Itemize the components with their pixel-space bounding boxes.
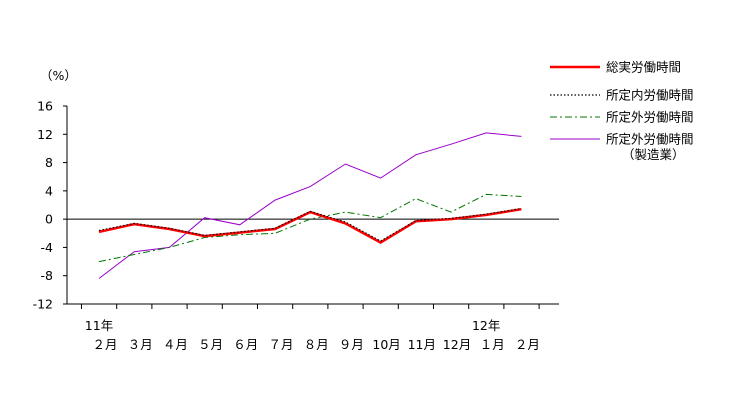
y-tick-label: -4: [41, 240, 54, 255]
x-tick-label: ５月: [198, 337, 223, 352]
legend-label-1: 総実労働時間: [606, 60, 681, 75]
x-tick-label: ９月: [339, 337, 364, 352]
legend-label-4-line2: （製造業）: [622, 147, 685, 162]
x-year-label: 11年: [85, 318, 113, 333]
legend-label-4: 所定外労働時間: [606, 132, 694, 147]
x-tick-label: ８月: [304, 337, 329, 352]
legend-label-3: 所定外労働時間: [606, 110, 694, 125]
y-tick-label: -12: [33, 297, 53, 312]
series-lines: [98, 132, 522, 279]
x-tick-label: 11月: [408, 337, 436, 352]
y-tick-label: -8: [41, 268, 54, 283]
y-unit-label: （%）: [40, 68, 77, 83]
x-tick-label: 10月: [372, 337, 400, 352]
series-line-2: [98, 207, 522, 242]
y-tick-label: 8: [45, 155, 53, 170]
x-tick-label: ７月: [268, 337, 293, 352]
x-year-label: 12年: [472, 318, 500, 333]
legend-label-2: 所定内労働時間: [606, 88, 694, 103]
x-tick-label: １月: [480, 337, 505, 352]
series-line-3: [98, 193, 522, 263]
y-tick-label: 0: [45, 212, 53, 227]
y-tick-label: 16: [37, 99, 53, 114]
x-tick-label: ６月: [233, 337, 258, 352]
y-tick-label: 12: [37, 127, 53, 142]
x-tick-label: ２月: [515, 337, 540, 352]
x-tick-label: ３月: [128, 337, 153, 352]
series-line-1: [98, 207, 522, 244]
x-tick-label: 12月: [443, 337, 471, 352]
axes: （%） -12 -8 -4 0 4 8 12 16 ２月 ３月 ４月 ５月 ６月 ７月 ８月 ９月 10月 11月 1…: [33, 68, 559, 352]
x-tick-label: ４月: [163, 337, 188, 352]
y-tick-label: 4: [45, 183, 53, 198]
x-tick-label: ２月: [92, 337, 117, 352]
series-line-4: [98, 132, 522, 279]
